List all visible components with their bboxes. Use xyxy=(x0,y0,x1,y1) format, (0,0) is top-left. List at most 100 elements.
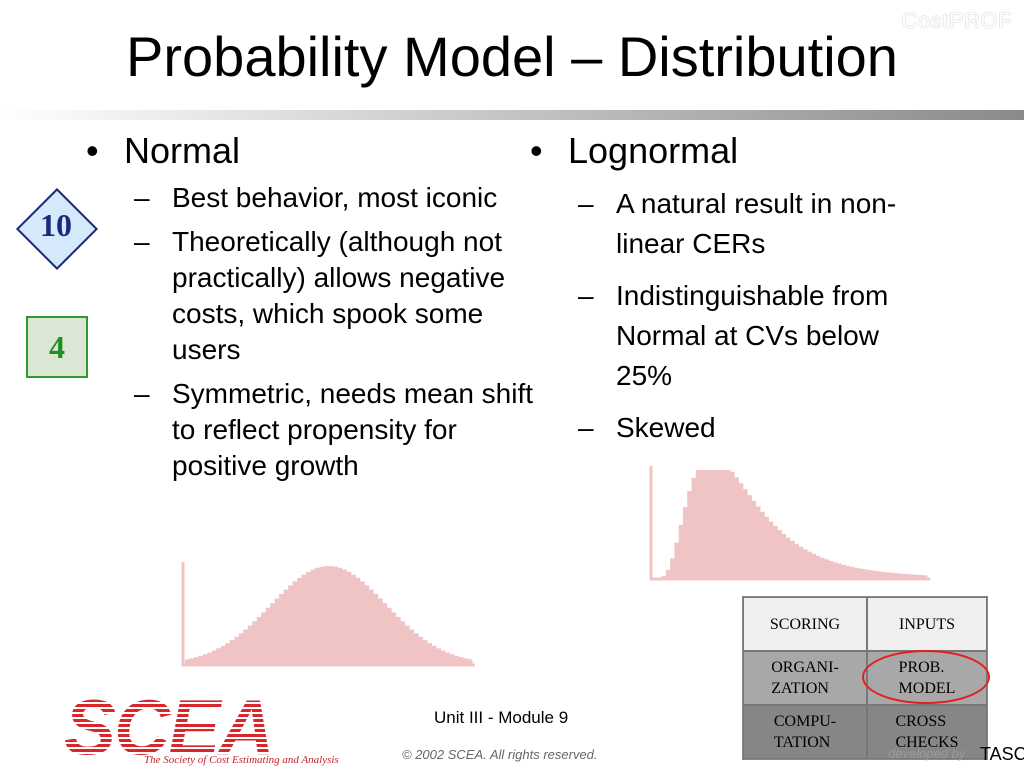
normal-heading: Normal xyxy=(124,130,240,172)
histogram-bar xyxy=(194,657,199,664)
histogram-bar xyxy=(799,547,804,578)
histogram-bar xyxy=(717,470,722,578)
histogram-bar xyxy=(337,568,342,664)
histogram-bar xyxy=(850,567,855,578)
histogram-bar xyxy=(230,640,235,664)
histogram-bar xyxy=(441,651,446,664)
histogram-bar xyxy=(816,556,821,578)
histogram-bar xyxy=(311,570,316,664)
histogram-bar xyxy=(387,608,392,664)
histogram-bar xyxy=(198,656,203,664)
histogram-bar xyxy=(302,575,307,664)
dash-icon: – xyxy=(134,224,172,368)
histogram-bar xyxy=(351,575,356,664)
point-text: Skewed xyxy=(616,408,716,448)
histogram-bar xyxy=(670,558,675,578)
histogram-bar xyxy=(751,501,756,578)
nav-cell-label: ORGANI- ZATION xyxy=(771,657,839,699)
histogram-bar xyxy=(829,561,834,578)
histogram-bar xyxy=(846,566,851,578)
histogram-bar xyxy=(760,512,765,578)
histogram-bar xyxy=(756,506,761,578)
list-item: –Symmetric, needs mean shift to reflect … xyxy=(134,376,546,484)
histogram-bar xyxy=(248,626,253,664)
histogram-bar xyxy=(867,570,872,578)
histogram-bar xyxy=(803,549,808,578)
developed-by-label: developed by xyxy=(888,746,965,761)
logo-tagline: The Society of Cost Estimating and Analy… xyxy=(144,754,339,766)
lognormal-heading: Lognormal xyxy=(568,130,738,172)
dash-icon: – xyxy=(578,276,616,396)
histogram-bar xyxy=(293,581,298,664)
histogram-bar xyxy=(445,653,450,664)
histogram-bar xyxy=(306,572,311,664)
histogram-bar xyxy=(378,599,383,664)
histogram-bar xyxy=(436,648,441,664)
histogram-bar xyxy=(396,617,401,664)
histogram-bar xyxy=(261,612,266,664)
list-item: –Indistinguishable from Normal at CVs be… xyxy=(578,276,930,396)
point-text: Best behavior, most iconic xyxy=(172,180,497,216)
histogram-bar xyxy=(674,543,679,578)
histogram-bar xyxy=(696,470,701,578)
histogram-bar xyxy=(252,621,257,664)
histogram-bar xyxy=(837,564,842,578)
histogram-bar xyxy=(777,530,782,578)
histogram-bar xyxy=(807,552,812,578)
nav-cell-computation[interactable]: COMPU- TATION xyxy=(743,705,867,759)
histogram-bar xyxy=(405,626,410,664)
histogram-bar xyxy=(863,569,868,578)
histogram-bar xyxy=(918,575,923,578)
point-text: Theoretically (although not practically)… xyxy=(172,224,546,368)
histogram-bar xyxy=(734,477,739,578)
histogram-bar xyxy=(790,541,795,578)
nav-cell-scoring[interactable]: SCORING xyxy=(743,597,867,651)
histogram-bar xyxy=(373,594,378,664)
histogram-bar xyxy=(662,576,667,578)
histogram-bar xyxy=(364,585,369,664)
unit-label: Unit III - Module 9 xyxy=(434,708,568,728)
histogram-bar xyxy=(910,574,915,578)
histogram-bar xyxy=(212,651,217,664)
slide-title: Probability Model – Distribution xyxy=(0,24,1024,90)
histogram-bar xyxy=(692,478,697,578)
histogram-bar xyxy=(841,565,846,578)
list-item: –Theoretically (although not practically… xyxy=(134,224,546,368)
lognormal-bullet: • Lognormal xyxy=(530,130,930,172)
scea-logo: SCEA xyxy=(64,694,273,760)
nav-cell-inputs[interactable]: INPUTS xyxy=(867,597,987,651)
histogram-bar xyxy=(683,507,688,578)
normal-bullet: • Normal xyxy=(86,130,546,172)
histogram-bar xyxy=(876,571,881,578)
histogram-bar xyxy=(409,630,414,664)
histogram-bar xyxy=(871,571,876,578)
lognormal-histogram xyxy=(648,466,930,582)
histogram-bar xyxy=(893,573,898,578)
histogram-bar xyxy=(360,581,365,664)
copyright: © 2002 SCEA. All rights reserved. xyxy=(402,747,598,762)
bullet-icon: • xyxy=(86,130,124,172)
histogram-bar xyxy=(859,569,864,578)
histogram-bar xyxy=(833,562,838,578)
histogram-bar xyxy=(239,633,244,664)
histogram-bar xyxy=(203,654,208,664)
histogram-bar xyxy=(730,472,735,578)
histogram-bar xyxy=(297,578,302,664)
histogram-bar xyxy=(781,534,786,578)
histogram-bar xyxy=(270,603,275,664)
histogram-bar xyxy=(423,640,428,664)
histogram-bar xyxy=(418,637,423,664)
tasc-logo: TASC xyxy=(980,744,1024,765)
histogram-bar xyxy=(432,646,437,664)
histogram-bar xyxy=(854,568,859,578)
histogram-bar xyxy=(221,646,226,664)
nav-cell-organization[interactable]: ORGANI- ZATION xyxy=(743,651,867,705)
histogram-bar xyxy=(666,570,671,578)
lognormal-points: –A natural result in non-linear CERs –In… xyxy=(530,184,930,448)
histogram-bar xyxy=(391,612,396,664)
histogram-bar xyxy=(216,648,221,664)
normal-points: –Best behavior, most iconic –Theoretical… xyxy=(86,180,546,484)
nav-cell-label: SCORING xyxy=(770,614,840,635)
histogram-bar xyxy=(324,566,329,664)
histogram-bar xyxy=(687,491,692,578)
